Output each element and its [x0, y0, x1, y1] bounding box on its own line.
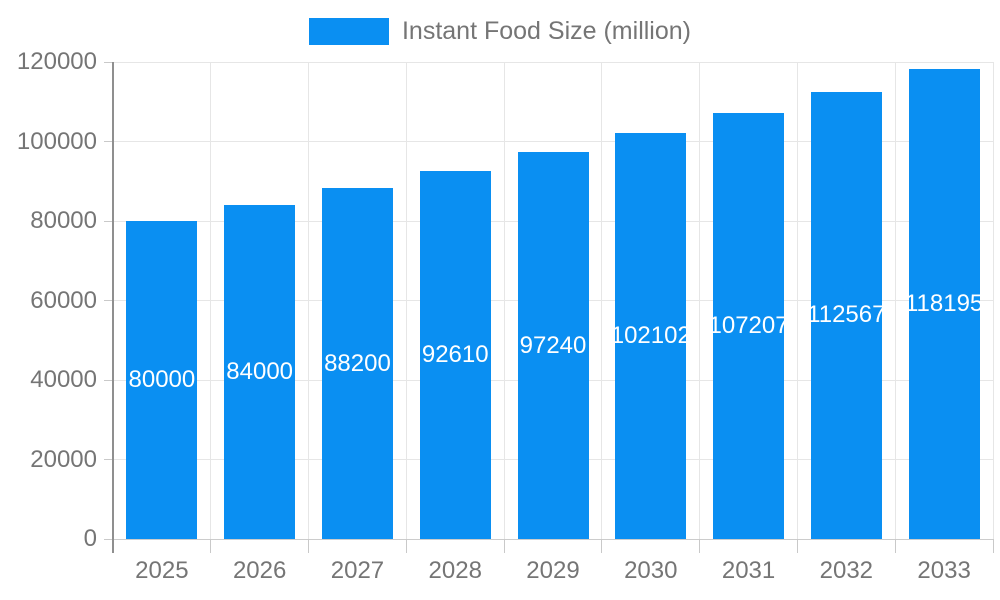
bar-2033: [908, 69, 980, 539]
x-tick: [796, 539, 798, 553]
bar-2027: [321, 188, 393, 539]
x-axis-line: [113, 538, 993, 540]
x-axis-label: 2032: [819, 557, 874, 584]
y-axis-label: 0: [83, 525, 97, 552]
x-tick: [405, 539, 407, 553]
y-axis-label: 120000: [16, 48, 97, 75]
gridline-h: [113, 61, 993, 63]
x-tick: [601, 539, 603, 553]
y-axis-label: 80000: [30, 207, 97, 234]
y-tick: [104, 141, 113, 142]
gridline-v: [796, 62, 798, 539]
bar-2032: [810, 91, 882, 539]
bar-value-label: 88200: [324, 349, 391, 377]
gridline-v: [210, 62, 212, 539]
gridline-v: [601, 62, 603, 539]
x-axis-label: 2031: [721, 557, 776, 584]
x-tick: [992, 539, 994, 553]
gridline-v: [894, 62, 896, 539]
bar-2029: [517, 152, 589, 539]
bar-value-label: 118195: [904, 290, 984, 318]
y-axis-label: 40000: [30, 366, 97, 393]
x-axis-label: 2026: [232, 557, 287, 584]
bar-value-label: 84000: [226, 358, 294, 386]
gridline-h: [113, 141, 993, 142]
x-tick: [894, 539, 896, 553]
bar-2031: [713, 112, 785, 539]
bar-value-label: 97240: [519, 331, 587, 359]
x-tick: [699, 539, 701, 553]
gridline-v: [992, 62, 994, 539]
bar-2025: [126, 221, 198, 539]
y-axis-label: 100000: [16, 127, 97, 155]
x-axis-label: 2033: [917, 557, 971, 584]
y-tick: [104, 538, 113, 540]
y-tick: [104, 379, 113, 381]
y-axis-line: [112, 62, 114, 553]
gridline-v: [405, 62, 407, 539]
x-tick: [308, 539, 310, 553]
x-axis-label: 2025: [135, 557, 189, 584]
x-tick: [503, 539, 505, 553]
gridline-v: [699, 62, 701, 539]
bar-2026: [224, 205, 296, 539]
gridline-v: [503, 62, 505, 539]
y-tick: [104, 220, 113, 222]
legend-label: Instant Food Size (million): [401, 16, 691, 45]
gridline-v: [308, 62, 310, 539]
bar-value-label: 92610: [421, 340, 489, 368]
y-axis-label: 20000: [30, 445, 97, 473]
y-tick: [104, 300, 113, 301]
x-axis-label: 2028: [428, 557, 482, 584]
x-tick: [210, 539, 212, 553]
legend-swatch: [308, 17, 389, 45]
legend: Instant Food Size (million): [0, 16, 1000, 46]
y-tick: [104, 459, 113, 460]
y-tick: [104, 61, 113, 63]
x-axis-label: 2027: [330, 557, 385, 584]
bar-value-label: 112567: [807, 301, 886, 329]
bar-value-label: 107207: [708, 311, 789, 339]
bar-value-label: 102102: [610, 322, 691, 350]
bar-2030: [615, 133, 687, 539]
x-axis-label: 2030: [624, 557, 678, 584]
x-axis-label: 2029: [526, 557, 580, 584]
y-axis-label: 60000: [30, 286, 97, 314]
bar-value-label: 80000: [128, 366, 196, 393]
bar-2028: [419, 170, 491, 539]
